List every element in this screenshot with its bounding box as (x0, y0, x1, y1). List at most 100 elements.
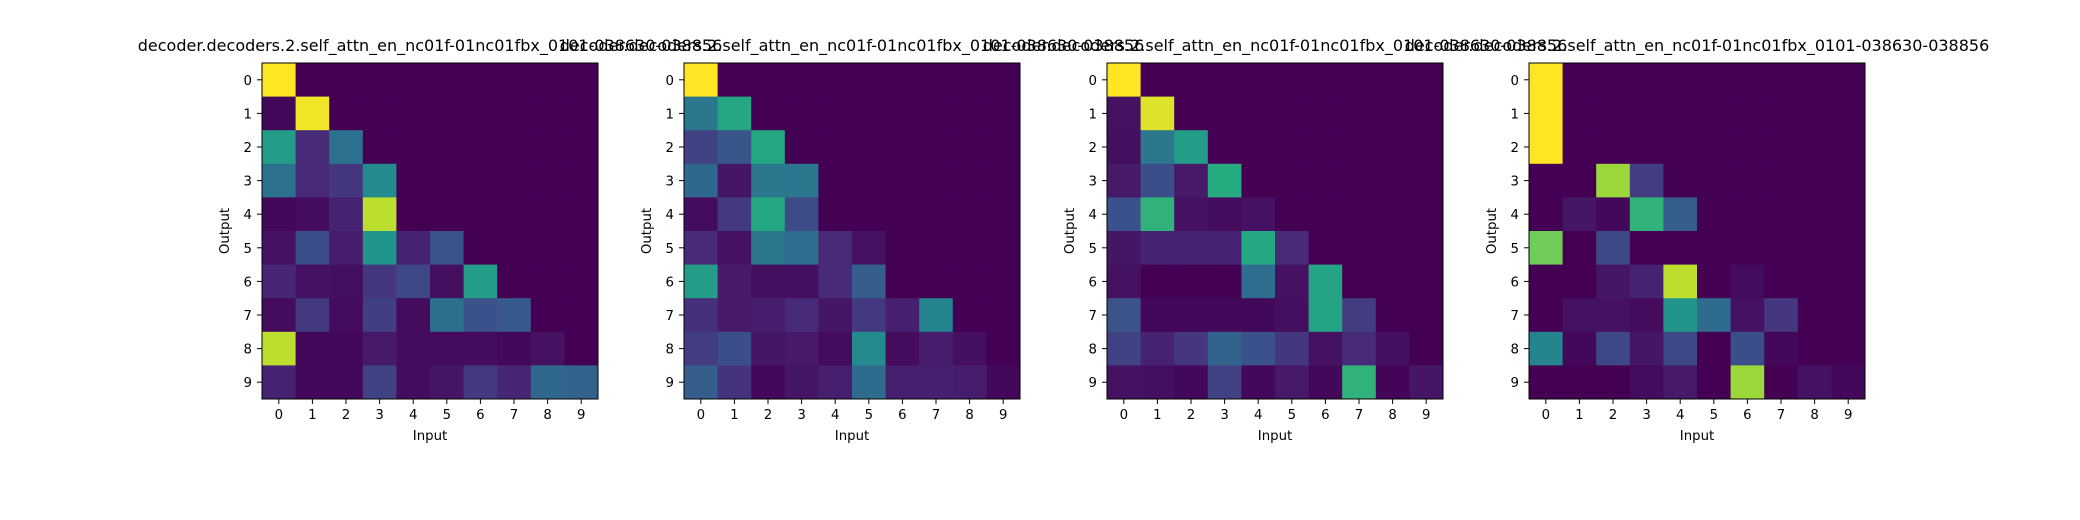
heatmap-cell (885, 231, 920, 265)
y-axis-label: Output (1485, 208, 1500, 254)
heatmap-cell (564, 365, 599, 400)
heatmap-cell (1596, 197, 1631, 232)
heatmap-cell (295, 365, 330, 400)
x-tick-label: 2 (1187, 408, 1195, 423)
y-tick-label: 1 (666, 107, 674, 122)
y-tick-label: 5 (1089, 242, 1097, 257)
heatmap-cell (1831, 365, 1866, 400)
heatmap-cell (684, 331, 718, 366)
heatmap-cell (1663, 298, 1698, 333)
heatmap-cell (885, 365, 920, 400)
heatmap-cell (1764, 298, 1799, 333)
heatmap-cell (1140, 163, 1175, 198)
y-tick-label: 2 (244, 141, 252, 156)
chart-title: decoder.decoders.2.self_attn_en_nc01f-01… (138, 36, 723, 56)
heatmap-cell (852, 231, 886, 265)
heatmap-cell (852, 130, 886, 165)
heatmap-cell (1241, 130, 1276, 165)
heatmap-cell (684, 231, 718, 265)
heatmap-cell (818, 264, 853, 299)
heatmap-cell (1697, 298, 1731, 333)
axes-frame (261, 62, 599, 400)
heatmap-cell (885, 331, 920, 366)
heatmap-cell (986, 197, 1021, 232)
x-tick-label: 9 (1422, 408, 1430, 423)
heatmap-cell (530, 163, 565, 198)
heatmap-cell (1529, 197, 1563, 232)
x-tick-label: 2 (342, 408, 350, 423)
y-tick-label: 9 (1089, 376, 1097, 391)
heatmap-cell (1529, 264, 1563, 299)
heatmap-cell (463, 298, 498, 333)
heatmap-cell (1207, 197, 1242, 232)
heatmap-cell (362, 264, 397, 299)
heatmap-cell (1342, 163, 1377, 198)
heatmap-cell (952, 264, 987, 299)
heatmap-cell (919, 163, 954, 198)
heatmap-cell (1174, 63, 1209, 97)
y-tick-label: 0 (244, 74, 252, 89)
heatmap-cell (784, 130, 819, 165)
heatmap-cell (1275, 63, 1309, 97)
heatmap-cell (952, 331, 987, 366)
heatmap-cell (329, 365, 364, 400)
x-tick-label: 3 (1642, 408, 1650, 423)
heatmap-cell (396, 331, 431, 366)
heatmap-cell (684, 63, 718, 97)
heatmap-cell (564, 63, 599, 97)
heatmap-cell (1529, 331, 1563, 366)
heatmap-cell (262, 163, 296, 198)
heatmap-cell (952, 96, 987, 131)
heatmap-cells (262, 63, 599, 400)
heatmap-cell (497, 298, 532, 333)
heatmap-cell (1275, 231, 1309, 265)
heatmap-cell (1207, 163, 1242, 198)
heatmap-cell (751, 63, 786, 97)
heatmap-cell (1629, 197, 1664, 232)
x-tick-label: 7 (932, 408, 940, 423)
y-tick-label: 1 (1511, 107, 1519, 122)
heatmap-cell (818, 298, 853, 333)
heatmap-cell (1730, 63, 1765, 97)
heatmap-cell (497, 197, 532, 232)
heatmap-cell (262, 231, 296, 265)
y-tick-label: 5 (244, 242, 252, 257)
heatmap-cell (1140, 96, 1175, 131)
heatmap-cell (1596, 365, 1631, 400)
heatmap-cell (717, 197, 752, 232)
heatmap-cell (1831, 264, 1866, 299)
heatmap-cell (564, 264, 599, 299)
heatmap-cell (530, 130, 565, 165)
heatmap-cell (1663, 130, 1698, 165)
heatmap-cell (919, 331, 954, 366)
x-tick-label: 9 (577, 408, 585, 423)
heatmap-cell (952, 197, 987, 232)
heatmap-cell (1342, 63, 1377, 97)
heatmap-cell (919, 231, 954, 265)
y-tick-label: 2 (666, 141, 674, 156)
x-axis-label: Input (413, 429, 447, 444)
heatmap-cell (1797, 163, 1832, 198)
heatmap-cell (885, 96, 920, 131)
heatmap-cell (463, 163, 498, 198)
heatmap-cell (885, 130, 920, 165)
heatmap-cell (1140, 264, 1175, 299)
heatmap-cell (1562, 298, 1597, 333)
heatmap-cells (684, 63, 1021, 400)
heatmap-cell (986, 63, 1021, 97)
heatmap-cell (1663, 197, 1698, 232)
heatmap-cell (1629, 130, 1664, 165)
heatmap-cell (1375, 264, 1410, 299)
heatmap-cell (684, 298, 718, 333)
heatmap-cell (262, 365, 296, 400)
heatmap-cell (1629, 264, 1664, 299)
heatmap-cell (1562, 163, 1597, 198)
heatmap-cell (1629, 331, 1664, 366)
heatmap-cell (1596, 298, 1631, 333)
heatmap-cell (530, 231, 565, 265)
heatmap-cell (1342, 331, 1377, 366)
heatmap-cell (329, 331, 364, 366)
heatmap-cell (986, 298, 1021, 333)
heatmap-cell (430, 365, 464, 400)
heatmap-cell (1375, 298, 1410, 333)
